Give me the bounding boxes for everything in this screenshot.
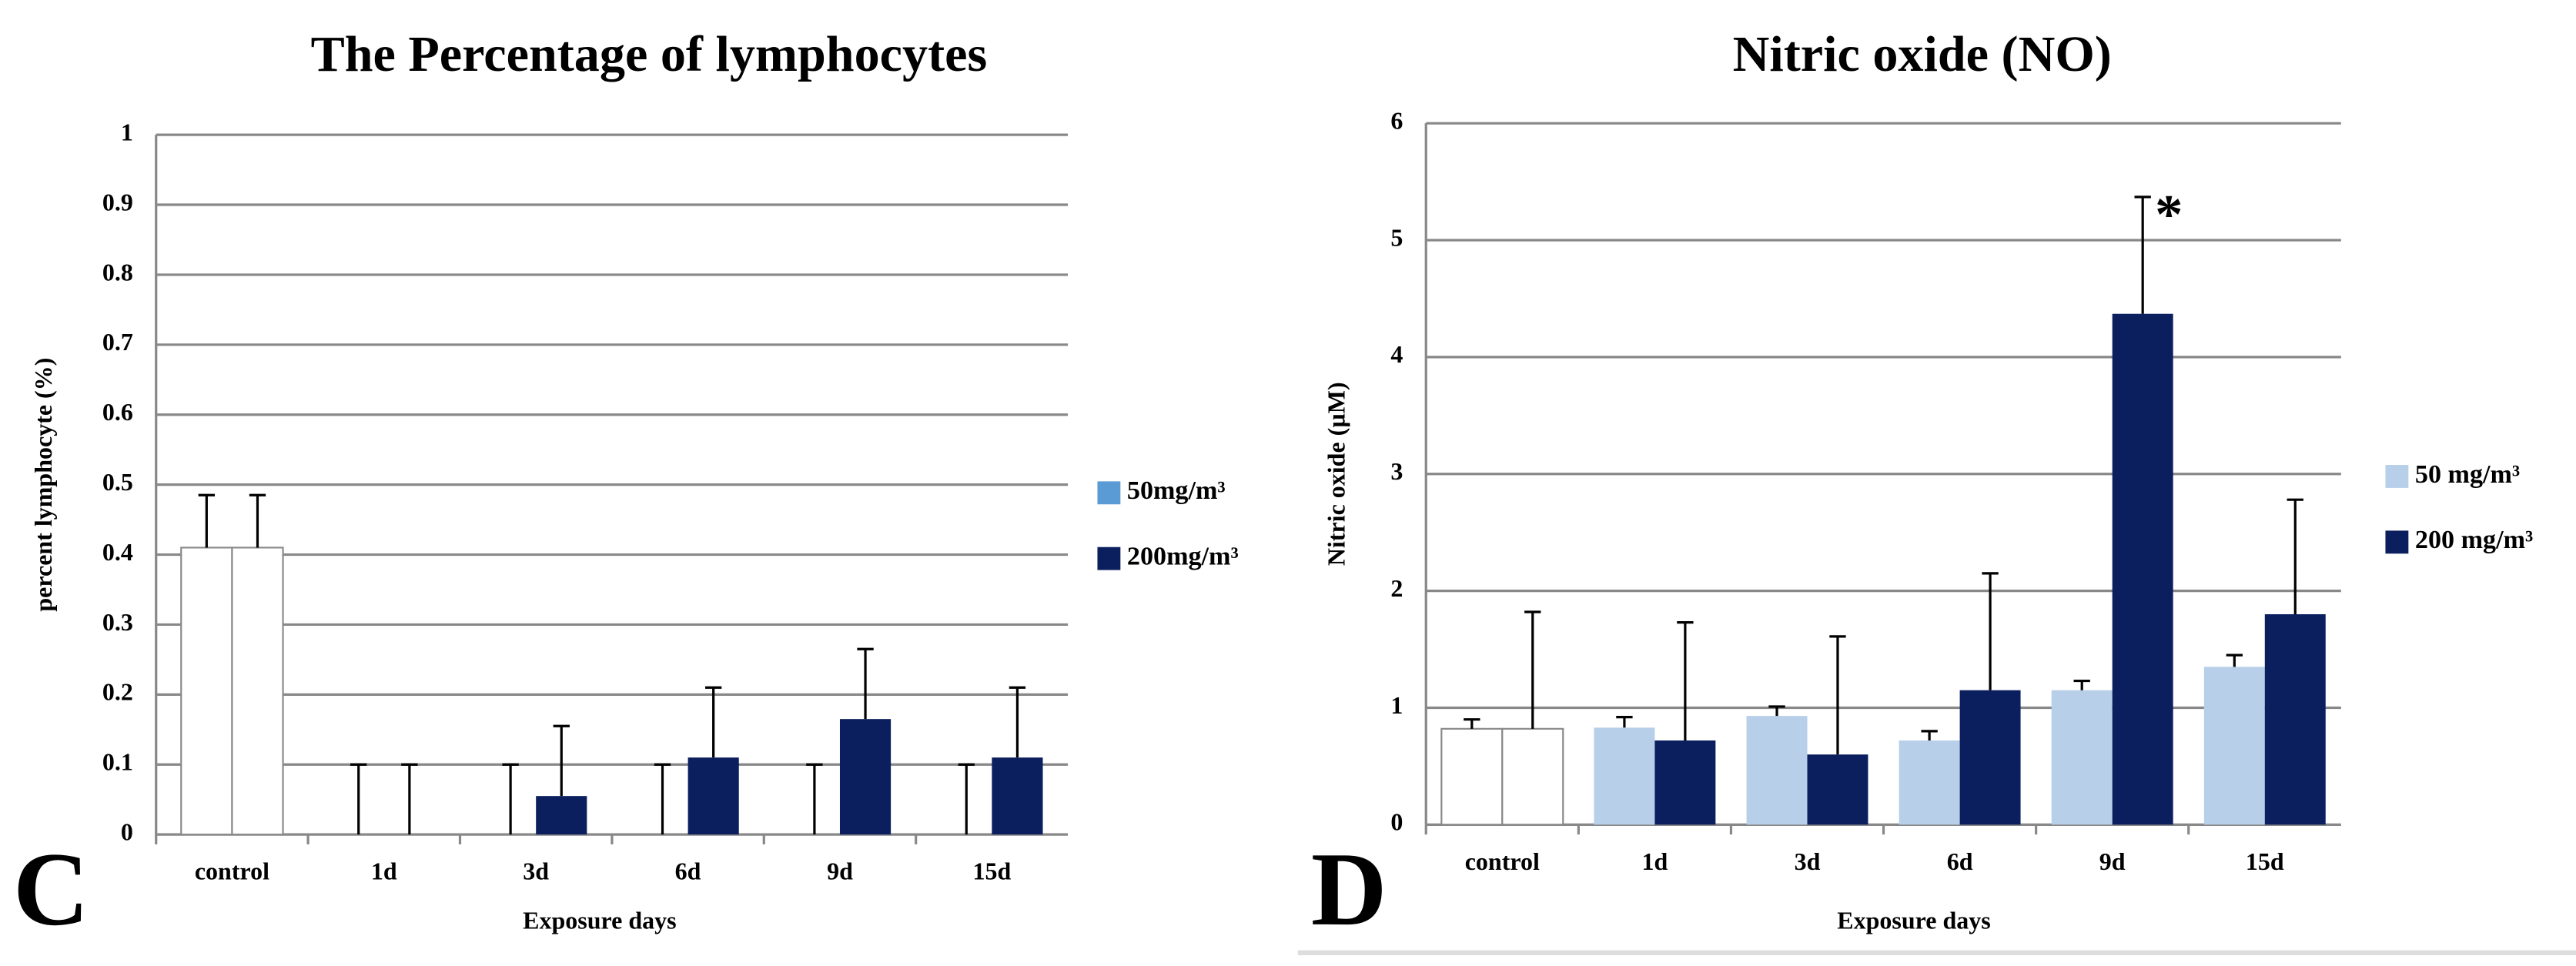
y-tick-label: 4 <box>1390 340 1403 368</box>
x-tick-label: 6d <box>1947 847 1973 875</box>
error-bar <box>350 763 367 835</box>
bar <box>1899 740 1960 825</box>
x-axis-title: Exposure days <box>523 907 676 934</box>
legend-label: 200 mg/m³ <box>2415 526 2533 554</box>
y-tick-label: 0.9 <box>102 188 133 216</box>
error-bar <box>553 724 570 797</box>
y-tick-label: 0.4 <box>102 538 133 566</box>
error-bar <box>1009 686 1026 758</box>
chart-title: Nitric oxide (NO) <box>1733 26 2112 82</box>
error-bar <box>249 493 266 548</box>
bar <box>2051 690 2113 825</box>
x-axis-title: Exposure days <box>1837 907 1990 934</box>
x-tick-label: 15d <box>972 857 1011 885</box>
bar <box>687 757 739 835</box>
error-bar <box>1616 716 1633 728</box>
error-bar <box>2134 196 2151 314</box>
bar <box>1807 754 1868 825</box>
error-bar <box>1921 730 1938 741</box>
x-tick-label: 1d <box>371 857 397 885</box>
legend-label: 50mg/m³ <box>1127 476 1226 505</box>
y-tick-label: 1 <box>1390 691 1403 719</box>
annotation: * <box>2155 182 2183 245</box>
legend-label: 200mg/m³ <box>1127 542 1239 570</box>
bar <box>2264 614 2326 825</box>
error-bar <box>1768 705 1785 717</box>
y-tick-label: 0 <box>1390 808 1403 836</box>
y-tick-label: 3 <box>1390 457 1403 485</box>
bar <box>1594 727 1655 825</box>
error-bar <box>857 647 874 720</box>
x-tick-label: 9d <box>827 857 853 885</box>
y-axis-title: Nitric oxide (µM) <box>1322 382 1350 566</box>
error-bar <box>1829 635 1846 755</box>
y-tick-label: 0.2 <box>102 678 133 706</box>
error-bar <box>198 493 216 548</box>
bar <box>1959 690 2021 825</box>
error-bar <box>806 763 823 835</box>
bar <box>1746 716 1808 825</box>
error-bar <box>2073 679 2090 690</box>
error-bar <box>1677 621 1694 741</box>
x-tick-label: control <box>195 857 269 885</box>
legend-swatch <box>1097 547 1121 570</box>
bar <box>1440 727 1504 826</box>
bar <box>2203 667 2265 825</box>
bar <box>2112 313 2173 825</box>
bar <box>231 547 284 836</box>
y-tick-label: 0.3 <box>102 608 133 636</box>
error-bar <box>958 763 975 835</box>
error-bar <box>654 763 671 835</box>
panel-label: D <box>1311 831 1387 948</box>
bar <box>180 547 233 836</box>
error-bar <box>2287 498 2303 615</box>
panel-label: C <box>13 831 89 948</box>
error-bar <box>1982 572 1999 690</box>
x-tick-label: control <box>1465 847 1540 875</box>
y-tick-label: 0.8 <box>102 258 133 286</box>
y-tick-label: 1 <box>121 118 133 145</box>
x-tick-label: 6d <box>675 857 701 885</box>
x-tick-label: 3d <box>523 857 549 885</box>
legend-label: 50 mg/m³ <box>2415 460 2520 489</box>
chart-title: The Percentage of lymphocytes <box>311 26 988 82</box>
legend-swatch <box>1097 481 1121 505</box>
legend-swatch <box>2385 530 2409 554</box>
y-tick-label: 2 <box>1390 574 1403 602</box>
x-tick-label: 1d <box>1642 847 1668 875</box>
y-tick-label: 6 <box>1390 107 1403 135</box>
bar <box>536 796 587 835</box>
error-bar <box>1464 718 1480 729</box>
y-tick-label: 0.7 <box>102 328 133 356</box>
x-tick-label: 9d <box>2099 847 2126 875</box>
bar <box>992 757 1043 835</box>
bar <box>1501 727 1564 826</box>
bar <box>1654 740 1716 825</box>
error-bar <box>401 763 418 835</box>
error-bar <box>2226 653 2243 667</box>
bar <box>839 719 892 835</box>
error-bar <box>502 763 519 835</box>
y-tick-label: 0.6 <box>102 398 133 426</box>
y-tick-label: 5 <box>1390 223 1403 251</box>
y-tick-label: 0 <box>121 818 133 846</box>
y-axis-title: percent lymphocyte (%) <box>29 358 57 612</box>
x-tick-label: 3d <box>1795 847 1821 875</box>
error-bar <box>704 686 722 758</box>
legend-swatch <box>2385 465 2409 488</box>
x-tick-label: 15d <box>2246 847 2284 875</box>
y-tick-label: 0.1 <box>102 748 133 776</box>
y-tick-label: 0.5 <box>102 468 133 496</box>
error-bar <box>1524 610 1541 729</box>
